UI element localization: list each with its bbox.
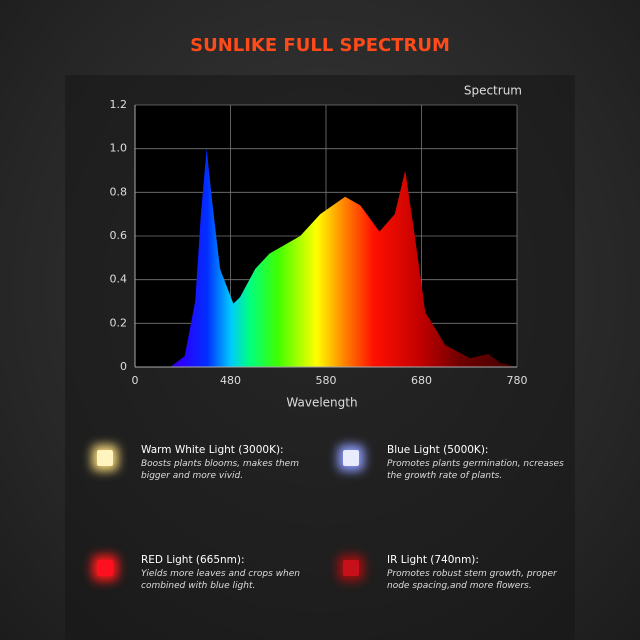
feature-description: Promotes plants germination, ncreases th… (387, 459, 564, 481)
light-icon (343, 450, 359, 466)
spectrum-area (170, 148, 517, 367)
feature-description: Promotes robust stem growth, proper node… (387, 569, 557, 591)
y-tick-label: 0.2 (110, 316, 128, 329)
feature-description: Boosts plants blooms, makes them bigger … (141, 459, 299, 481)
feature: RED Light (665nm): Yields more leaves and… (141, 554, 321, 592)
feature: Blue Light (5000K): Promotes plants germi… (387, 444, 567, 482)
y-tick-label: 0.8 (110, 185, 128, 198)
x-tick-label: 580 (316, 374, 337, 387)
feature-title: Warm White Light (3000K): (141, 444, 284, 456)
x-tick-label: 780 (507, 374, 528, 387)
x-axis-label: Wavelength (286, 396, 357, 410)
feature: IR Light (740nm): Promotes robust stem gr… (387, 554, 567, 592)
feature: Warm White Light (3000K): Boosts plants b… (141, 444, 321, 482)
y-tick-label: 0 (120, 360, 127, 373)
x-tick-label: 480 (220, 374, 241, 387)
feature-title: RED Light (665nm): (141, 554, 245, 566)
chart-title: SUNLIKE FULL SPECTRUM (190, 35, 450, 56)
legend: Spectrum (464, 84, 522, 98)
feature-title: Blue Light (5000K): (387, 444, 489, 456)
feature-title: IR Light (740nm): (387, 554, 479, 566)
y-tick-label: 1.0 (110, 142, 128, 155)
y-tick-label: 0.4 (110, 273, 128, 286)
light-icon (97, 560, 113, 576)
y-tick-label: 1.2 (110, 98, 128, 111)
x-tick-label: 680 (411, 374, 432, 387)
x-tick-label: 0 (132, 374, 139, 387)
light-icon (97, 450, 113, 466)
light-icon (343, 560, 359, 576)
feature-description: Yields more leaves and crops when combin… (141, 569, 300, 591)
y-tick-label: 0.6 (110, 229, 128, 242)
